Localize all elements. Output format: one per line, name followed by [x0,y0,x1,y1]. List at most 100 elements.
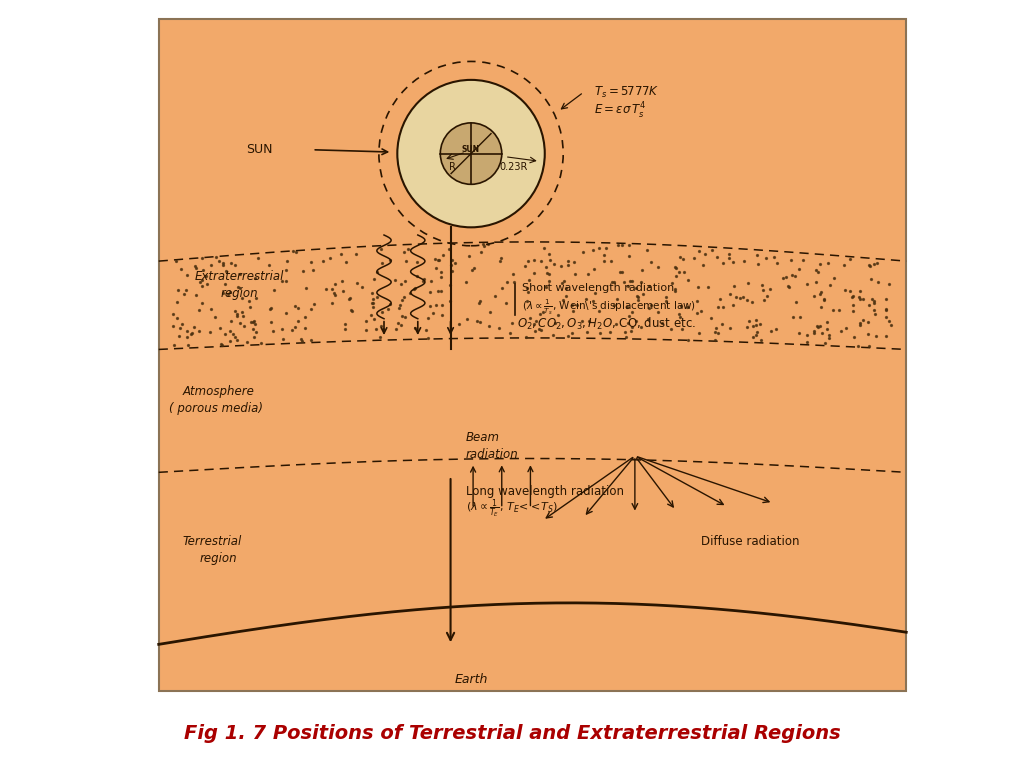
Point [362,309,379,321]
Point [285,245,301,257]
Point [203,259,219,271]
Text: $(\lambda\propto\frac{1}{T_E},\,T_E\!<\!<\!T_S)$: $(\lambda\propto\frac{1}{T_E},\,T_E\!<\!… [466,497,558,520]
Text: $(\lambda\propto\frac{1}{T_s}$, Wein\'s displacement law): $(\lambda\propto\frac{1}{T_s}$, Wein\'s … [522,297,696,317]
Point [294,334,310,346]
Point [779,280,796,293]
Point [795,254,811,266]
Point [824,303,841,316]
Point [287,321,303,333]
Point [596,254,612,266]
Point [748,319,764,332]
FancyBboxPatch shape [159,19,906,691]
Point [750,258,766,270]
Point [211,255,227,267]
Point [721,252,737,264]
Point [836,259,852,271]
Point [525,317,542,329]
Text: 0.23R: 0.23R [500,162,528,173]
Point [667,261,683,273]
Point [248,326,264,339]
Point [334,275,350,287]
Point [517,260,534,273]
Text: $E=\varepsilon\sigma\,T_s^4$: $E=\varepsilon\sigma\,T_s^4$ [594,101,646,121]
Point [293,333,309,345]
Point [541,248,557,260]
Point [688,307,705,319]
Point [605,276,622,288]
Point [615,276,632,288]
Point [365,297,381,310]
Point [486,290,503,303]
Point [534,324,550,336]
Point [883,319,899,332]
Point [628,315,644,327]
Point [207,311,223,323]
Point [598,241,614,253]
Point [430,253,446,266]
Point [641,280,657,293]
Point [639,243,655,256]
Text: Long wavelength radiation: Long wavelength radiation [466,485,624,498]
Point [387,273,403,286]
Point [788,296,805,308]
Point [208,250,224,263]
Point [668,270,684,283]
Point [861,260,878,273]
Point [430,285,446,297]
Point [428,299,444,311]
Point [380,303,396,315]
Point [407,282,423,294]
Point [493,251,509,263]
Point [174,318,190,330]
Point [433,270,450,283]
Point [337,318,353,330]
Point [653,317,670,329]
Point [303,303,319,316]
Point [537,242,553,254]
Text: ( porous media): ( porous media) [169,402,263,415]
Point [323,252,339,264]
Point [375,323,391,336]
Point [521,273,538,286]
Point [838,322,854,334]
Point [518,330,535,343]
Point [586,263,602,275]
Point [725,299,741,311]
Point [266,284,283,296]
Point [395,246,412,258]
Point [565,256,582,268]
Point [333,248,349,260]
Point [633,321,649,333]
Point [703,312,720,324]
Point [420,312,436,324]
Point [755,283,771,296]
Point [591,305,607,317]
Point [498,297,514,310]
Point [344,305,360,317]
Point [573,315,590,327]
Point [658,291,675,303]
Point [494,282,510,294]
Point [879,293,895,306]
Point [736,255,753,267]
Point [244,316,260,328]
Point [756,294,772,306]
Point [753,334,769,346]
Point [217,278,233,290]
Text: Fig 1. 7 Positions of Terrestrial and Extraterrestrial Regions: Fig 1. 7 Positions of Terrestrial and Ex… [183,724,841,743]
Point [852,319,868,331]
Point [817,337,834,349]
Point [296,322,312,334]
Point [441,279,458,291]
Point [633,276,649,288]
Point [215,259,231,271]
Point [240,336,256,348]
Point [879,311,895,323]
Point [278,264,294,276]
Point [391,302,408,314]
Point [214,339,230,351]
Point [392,299,409,311]
Point [554,276,570,289]
Point [217,328,233,340]
Point [602,326,618,339]
